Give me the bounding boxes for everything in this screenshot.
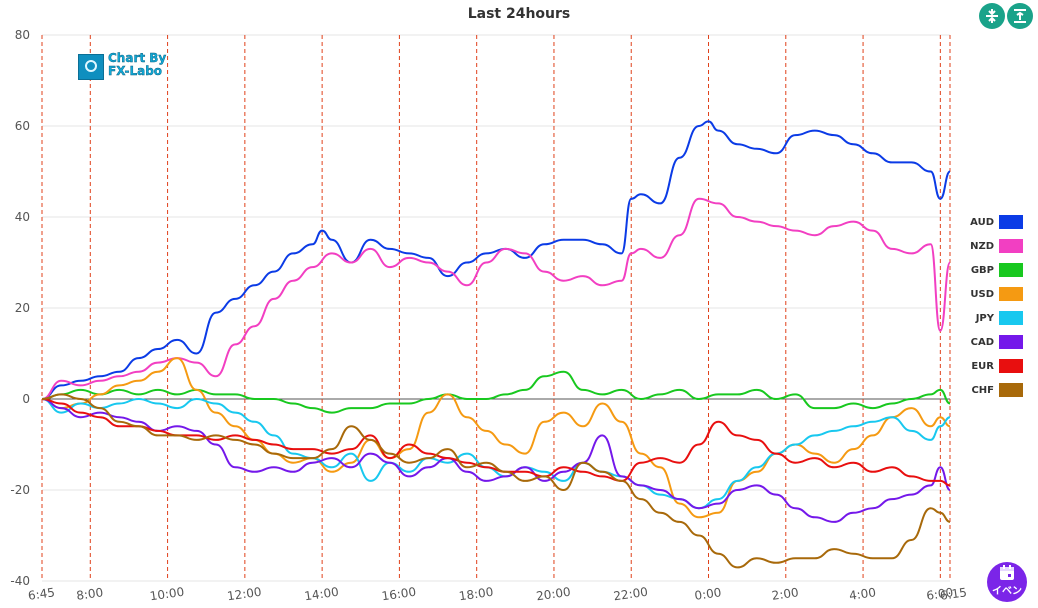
legend-label: JPY — [975, 313, 994, 324]
legend-swatch — [999, 287, 1023, 301]
x-tick-label: 8:00 — [75, 585, 104, 603]
x-tick-label: 22:00 — [613, 585, 649, 604]
x-tick-label: 10:00 — [149, 585, 185, 604]
logo-icon — [78, 54, 104, 80]
series-line-nzd — [41, 197, 951, 400]
x-tick-label: 16:00 — [381, 585, 417, 604]
x-tick-label: 2:00 — [771, 585, 800, 603]
legend-swatch — [999, 311, 1023, 325]
legend-item-chf[interactable]: CHF — [960, 382, 1026, 406]
series-line-usd — [41, 357, 951, 519]
expand-top-button[interactable] — [1007, 3, 1033, 29]
legend-item-cad[interactable]: CAD — [960, 334, 1026, 358]
y-tick-label: 80 — [15, 28, 30, 42]
logo-line-1: Chart By — [108, 51, 167, 65]
legend-swatch — [999, 215, 1023, 229]
legend-label: NZD — [970, 241, 994, 252]
legend-swatch — [999, 239, 1023, 253]
legend-swatch — [999, 383, 1023, 397]
x-tick-label: 18:00 — [458, 585, 494, 604]
legend-label: EUR — [971, 361, 994, 372]
series-line-gbp — [41, 370, 951, 414]
x-tick-label: 0:00 — [694, 585, 723, 603]
x-tick-label: 6:45 — [27, 585, 56, 603]
legend-swatch — [999, 263, 1023, 277]
legend-item-usd[interactable]: USD — [960, 286, 1026, 310]
compress-vertical-icon — [986, 9, 998, 23]
compress-vertical-button[interactable] — [979, 3, 1005, 29]
x-tick-label: 20:00 — [535, 585, 571, 604]
legend-swatch — [999, 335, 1023, 349]
x-tick-label: 4:00 — [848, 585, 877, 603]
x-tick-label: 14:00 — [303, 585, 339, 604]
legend-item-jpy[interactable]: JPY — [960, 310, 1026, 334]
legend-label: AUD — [970, 217, 994, 228]
series-line-chf — [41, 393, 951, 569]
legend-label: GBP — [970, 265, 994, 276]
chart-legend: AUD NZD GBP USD JPY CAD EUR CHF — [960, 214, 1026, 406]
legend-swatch — [999, 359, 1023, 373]
x-tick-label: 12:00 — [226, 585, 262, 604]
series-line-cad — [41, 398, 951, 523]
y-tick-label: 40 — [15, 210, 30, 224]
legend-label: CHF — [971, 385, 994, 396]
legend-item-eur[interactable]: EUR — [960, 358, 1026, 382]
y-tick-label: 20 — [15, 301, 30, 315]
chart-title: Last 24hours — [467, 6, 571, 22]
y-tick-label: 0 — [22, 392, 30, 406]
legend-item-aud[interactable]: AUD — [960, 214, 1026, 238]
legend-item-nzd[interactable]: NZD — [960, 238, 1026, 262]
legend-label: CAD — [970, 337, 994, 348]
fx-labo-logo: Chart By FX-Labo — [78, 51, 178, 86]
legend-item-gbp[interactable]: GBP — [960, 262, 1026, 286]
series-line-aud — [41, 120, 951, 400]
y-tick-label: 60 — [15, 119, 30, 133]
x-tick-label: 6:00 — [925, 585, 954, 603]
event-button-label: イベン — [992, 586, 1022, 597]
x-tick-label: 6:15 — [939, 585, 968, 603]
logo-line-2: FX-Labo — [108, 64, 163, 78]
calendar-icon — [1000, 565, 1014, 580]
y-tick-label: -40 — [10, 574, 30, 588]
event-button[interactable]: イベン — [987, 562, 1027, 602]
legend-label: USD — [970, 289, 994, 300]
y-tick-label: -20 — [10, 483, 30, 497]
align-top-icon — [1014, 9, 1026, 23]
